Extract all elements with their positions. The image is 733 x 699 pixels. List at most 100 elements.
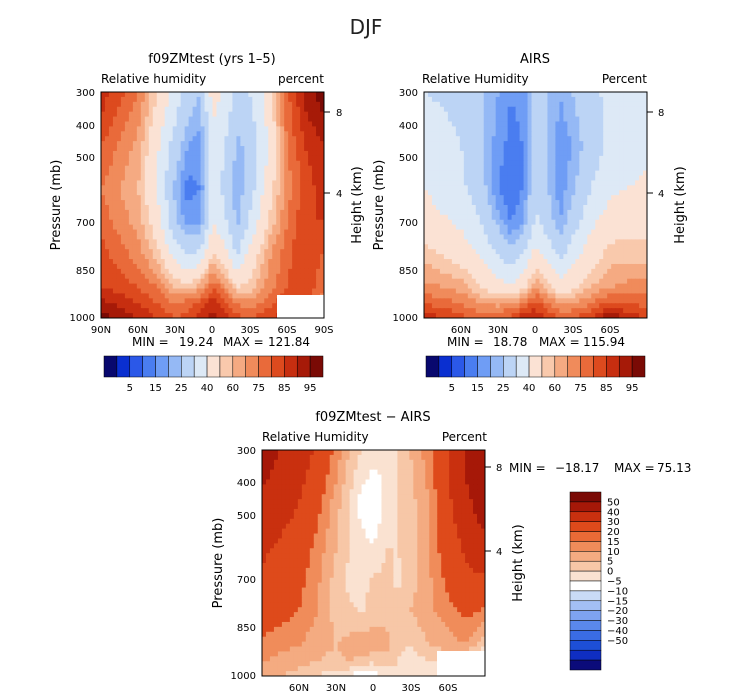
heatmap-cell bbox=[204, 229, 210, 236]
heatmap-cell bbox=[499, 96, 505, 103]
heatmap-cell bbox=[124, 259, 130, 265]
heatmap-cell bbox=[268, 131, 273, 137]
heatmap-cell bbox=[543, 278, 549, 285]
heatmap-cell bbox=[168, 170, 174, 177]
heatmap-cell bbox=[164, 288, 170, 295]
heatmap-cell bbox=[427, 96, 433, 103]
heatmap-cell bbox=[108, 273, 114, 280]
heatmap-cell bbox=[212, 121, 218, 127]
heatmap-cell bbox=[479, 200, 485, 206]
heatmap-cell bbox=[555, 155, 560, 162]
heatmap-cell bbox=[511, 224, 517, 231]
heatmap-cell bbox=[543, 298, 549, 304]
heatmap-cell bbox=[108, 160, 114, 167]
heatmap-cell bbox=[551, 249, 557, 255]
heatmap-cell bbox=[523, 185, 529, 191]
heatmap-cell bbox=[124, 165, 130, 172]
heatmap-cell bbox=[320, 259, 324, 265]
heatmap-cell bbox=[312, 224, 317, 231]
heatmap-cell bbox=[495, 195, 501, 201]
heatmap-cell bbox=[136, 273, 142, 280]
heatmap-cell bbox=[120, 180, 126, 186]
heatmap-cell bbox=[483, 146, 489, 152]
heatmap-cell bbox=[116, 180, 122, 186]
heatmap-cell bbox=[248, 106, 253, 113]
heatmap-cell bbox=[148, 165, 154, 172]
heatmap-cell bbox=[280, 219, 285, 226]
heatmap-cell bbox=[431, 234, 437, 240]
heatmap-cell bbox=[523, 116, 529, 123]
heatmap-cell bbox=[228, 313, 234, 318]
heatmap-cell bbox=[531, 131, 537, 137]
heatmap-cell bbox=[232, 278, 237, 285]
heatmap-cell bbox=[228, 106, 234, 113]
heatmap-cell bbox=[427, 234, 433, 240]
heatmap-cell bbox=[483, 254, 489, 260]
heatmap-cell bbox=[172, 308, 178, 314]
heatmap-cell bbox=[200, 224, 206, 231]
heatmap-cell bbox=[280, 150, 285, 157]
heatmap-cell bbox=[511, 106, 517, 113]
heatmap-cell bbox=[447, 288, 453, 295]
heatmap-cell bbox=[599, 244, 604, 250]
heatmap-cell bbox=[244, 195, 249, 201]
heatmap-cell bbox=[471, 234, 477, 240]
heatmap-cell bbox=[607, 259, 612, 265]
heatmap-cell bbox=[132, 249, 138, 255]
heatmap-cell bbox=[188, 249, 194, 255]
heatmap-cell bbox=[495, 180, 501, 186]
heatmap-cell bbox=[439, 288, 445, 295]
heatmap-cell bbox=[603, 249, 608, 255]
heatmap-cell bbox=[308, 283, 313, 290]
heatmap-cell bbox=[292, 141, 297, 147]
heatmap-cell bbox=[495, 293, 501, 299]
heatmap-cell bbox=[603, 165, 608, 172]
heatmap-cell bbox=[547, 205, 553, 211]
heatmap-cell bbox=[260, 106, 265, 113]
heatmap-cell bbox=[316, 219, 321, 226]
heatmap-cell bbox=[204, 219, 210, 226]
heatmap-cell bbox=[124, 209, 130, 216]
heatmap-cell bbox=[431, 146, 437, 152]
heatmap-cell bbox=[503, 263, 509, 270]
heatmap-cell bbox=[112, 141, 118, 147]
heatmap-cell bbox=[463, 126, 469, 132]
heatmap-cell bbox=[112, 126, 118, 132]
heatmap-cell bbox=[252, 209, 257, 216]
heatmap-cell bbox=[196, 190, 202, 196]
heatmap-cell bbox=[124, 136, 130, 142]
heatmap-cell bbox=[547, 175, 553, 182]
heatmap-cell bbox=[292, 185, 297, 191]
heatmap-cell bbox=[459, 121, 465, 127]
heatmap-cell bbox=[272, 165, 277, 172]
heatmap-cell bbox=[176, 254, 182, 260]
heatmap-cell bbox=[260, 96, 265, 103]
heatmap-cell bbox=[427, 136, 433, 142]
heatmap-cell bbox=[531, 190, 537, 196]
heatmap-cell bbox=[511, 101, 517, 108]
heatmap-cell bbox=[204, 283, 210, 290]
heatmap-cell bbox=[639, 273, 644, 280]
heatmap-cell bbox=[308, 234, 313, 240]
heatmap-cell bbox=[180, 244, 186, 250]
heatmap-cell bbox=[487, 268, 493, 275]
heatmap-cell bbox=[280, 200, 285, 206]
heatmap-cell bbox=[280, 136, 285, 142]
heatmap-cell bbox=[543, 259, 549, 265]
heatmap-cell bbox=[631, 249, 636, 255]
heatmap-cell bbox=[611, 106, 616, 113]
heatmap-cell bbox=[451, 131, 457, 137]
heatmap-cell bbox=[643, 92, 647, 98]
heatmap-cell bbox=[555, 244, 560, 250]
heatmap-cell bbox=[547, 92, 553, 98]
heatmap-cell bbox=[108, 175, 114, 182]
heatmap-cell bbox=[599, 288, 604, 295]
heatmap-cell bbox=[144, 121, 150, 127]
heatmap-cell bbox=[176, 190, 182, 196]
heatmap-cell bbox=[292, 278, 297, 285]
heatmap-cell bbox=[639, 229, 644, 236]
heatmap-cell bbox=[639, 288, 644, 295]
heatmap-cell bbox=[292, 195, 297, 201]
heatmap-cell bbox=[631, 185, 636, 191]
heatmap-cell bbox=[495, 170, 501, 177]
